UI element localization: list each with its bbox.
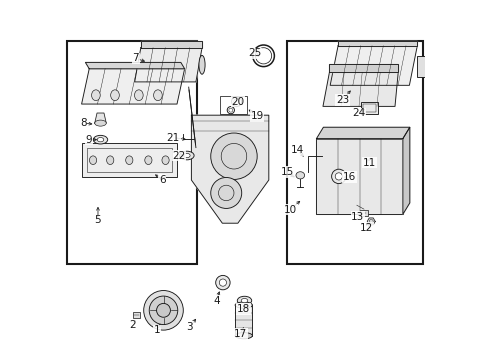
Polygon shape bbox=[366, 218, 374, 225]
Ellipse shape bbox=[215, 275, 230, 290]
Polygon shape bbox=[329, 46, 416, 85]
Text: 16: 16 bbox=[342, 172, 356, 182]
Polygon shape bbox=[329, 64, 397, 72]
Bar bbox=[67, 41, 197, 264]
Ellipse shape bbox=[106, 156, 114, 165]
Ellipse shape bbox=[179, 151, 194, 160]
Text: 21: 21 bbox=[166, 132, 180, 143]
Text: 24: 24 bbox=[352, 108, 365, 118]
Ellipse shape bbox=[95, 120, 106, 126]
Ellipse shape bbox=[183, 153, 190, 158]
Bar bbox=[359, 210, 367, 216]
Text: 12: 12 bbox=[360, 222, 373, 233]
Ellipse shape bbox=[199, 55, 204, 74]
Ellipse shape bbox=[91, 90, 100, 100]
Polygon shape bbox=[322, 72, 397, 107]
Text: 11: 11 bbox=[363, 158, 376, 168]
Polygon shape bbox=[85, 62, 184, 69]
Ellipse shape bbox=[335, 173, 342, 180]
Bar bbox=[81, 143, 177, 177]
Text: 15: 15 bbox=[280, 167, 293, 177]
Bar bbox=[220, 96, 246, 114]
Ellipse shape bbox=[331, 169, 346, 184]
Polygon shape bbox=[191, 115, 268, 223]
Ellipse shape bbox=[134, 90, 143, 100]
Ellipse shape bbox=[149, 296, 178, 325]
Bar bbox=[363, 104, 375, 112]
Ellipse shape bbox=[97, 138, 103, 142]
Polygon shape bbox=[337, 41, 416, 46]
Text: 19: 19 bbox=[250, 111, 263, 121]
Text: 22: 22 bbox=[172, 150, 185, 161]
Ellipse shape bbox=[143, 291, 183, 330]
Ellipse shape bbox=[237, 296, 251, 305]
Bar bbox=[286, 41, 422, 264]
Polygon shape bbox=[95, 113, 106, 123]
Text: 6: 6 bbox=[159, 175, 165, 185]
Text: 8: 8 bbox=[80, 118, 86, 128]
Text: 17: 17 bbox=[233, 329, 246, 339]
Text: 1: 1 bbox=[154, 325, 161, 336]
Polygon shape bbox=[141, 41, 202, 48]
Ellipse shape bbox=[241, 298, 247, 303]
Ellipse shape bbox=[235, 333, 252, 339]
Ellipse shape bbox=[210, 133, 257, 179]
Polygon shape bbox=[402, 127, 409, 214]
Text: 14: 14 bbox=[290, 145, 304, 156]
Text: 2: 2 bbox=[129, 320, 136, 330]
Text: 20: 20 bbox=[231, 96, 244, 107]
Text: 18: 18 bbox=[237, 304, 250, 314]
Ellipse shape bbox=[235, 302, 252, 308]
Text: 25: 25 bbox=[247, 48, 261, 58]
Bar bbox=[416, 55, 428, 77]
Bar bbox=[132, 312, 140, 318]
Text: 7: 7 bbox=[132, 53, 139, 63]
Ellipse shape bbox=[295, 172, 304, 179]
Text: 10: 10 bbox=[284, 204, 297, 215]
Polygon shape bbox=[316, 139, 402, 214]
Text: 23: 23 bbox=[335, 95, 348, 105]
Ellipse shape bbox=[144, 156, 152, 165]
Ellipse shape bbox=[89, 156, 97, 165]
Text: 4: 4 bbox=[213, 296, 219, 306]
Bar bbox=[87, 148, 171, 172]
Ellipse shape bbox=[210, 177, 241, 208]
Text: 13: 13 bbox=[350, 212, 364, 222]
Text: 5: 5 bbox=[95, 215, 101, 225]
Ellipse shape bbox=[153, 90, 162, 100]
Bar bbox=[235, 305, 252, 336]
Bar bbox=[361, 102, 378, 114]
Polygon shape bbox=[316, 127, 409, 139]
Ellipse shape bbox=[156, 303, 170, 317]
Ellipse shape bbox=[110, 90, 119, 100]
Text: 9: 9 bbox=[85, 135, 92, 145]
Ellipse shape bbox=[219, 279, 226, 286]
Ellipse shape bbox=[125, 156, 133, 165]
Polygon shape bbox=[81, 69, 184, 104]
Polygon shape bbox=[134, 48, 202, 82]
Text: 3: 3 bbox=[186, 322, 193, 332]
Ellipse shape bbox=[93, 135, 107, 144]
Ellipse shape bbox=[162, 156, 169, 165]
